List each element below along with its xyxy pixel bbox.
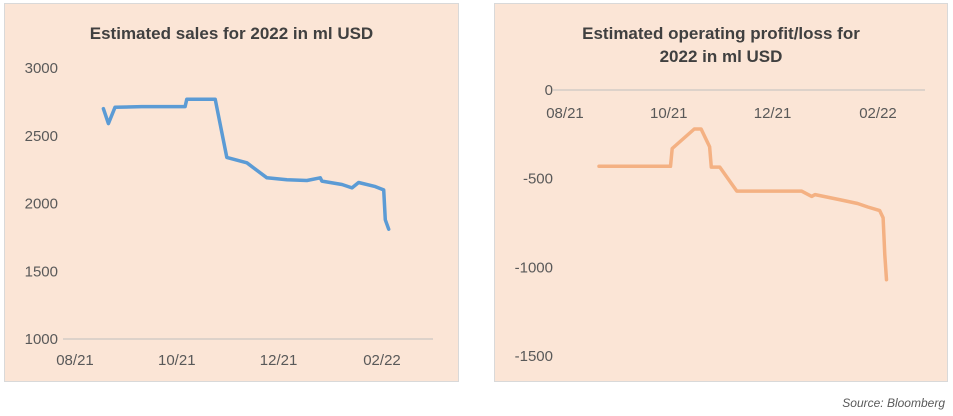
profit-chart-title: Estimated operating profit/loss for 2022…	[582, 24, 860, 66]
sales-series-line	[101, 97, 391, 231]
sales-y-tick-label: 1000	[25, 331, 58, 348]
sales-x-tick-label: 10/21	[158, 352, 196, 369]
profit-y-tick-label: -500	[523, 171, 553, 188]
profit-y-tick-label: -1500	[515, 348, 553, 365]
profit-x-tick-label: 08/21	[546, 105, 584, 122]
profit-y-tick-label: 0	[545, 82, 553, 99]
profit-x-tick-label: 02/22	[859, 105, 897, 122]
profit-chart: 08/21 10/21 12/21 02/22 0 -500 -1000 -1500	[515, 82, 925, 365]
sales-x-tick-label: 08/21	[56, 352, 94, 369]
source-note: Source: Bloomberg	[842, 396, 945, 410]
profit-x-tick-label: 10/21	[650, 105, 688, 122]
profit-chart-panel: Estimated operating profit/loss for 2022…	[494, 3, 948, 382]
sales-x-tick-label: 02/22	[363, 352, 401, 369]
sales-y-tick-label: 3000	[25, 60, 58, 77]
sales-chart-title: Estimated sales for 2022 in ml USD	[89, 24, 374, 43]
sales-x-tick-label: 12/21	[260, 352, 298, 369]
sales-y-tick-label: 1500	[25, 263, 58, 280]
sales-chart-panel: Estimated sales for 2022 in ml USD 08/21…	[4, 3, 459, 382]
sales-y-tick-label: 2000	[25, 196, 58, 213]
sales-chart: 08/21 10/21 12/21 02/22 1000 1500 2000 2500 3000	[25, 60, 433, 369]
sales-y-tick-label: 2500	[25, 128, 58, 145]
profit-series-line	[597, 127, 889, 282]
profit-x-tick-label: 12/21	[754, 105, 792, 122]
profit-y-tick-label: -1000	[515, 259, 553, 276]
